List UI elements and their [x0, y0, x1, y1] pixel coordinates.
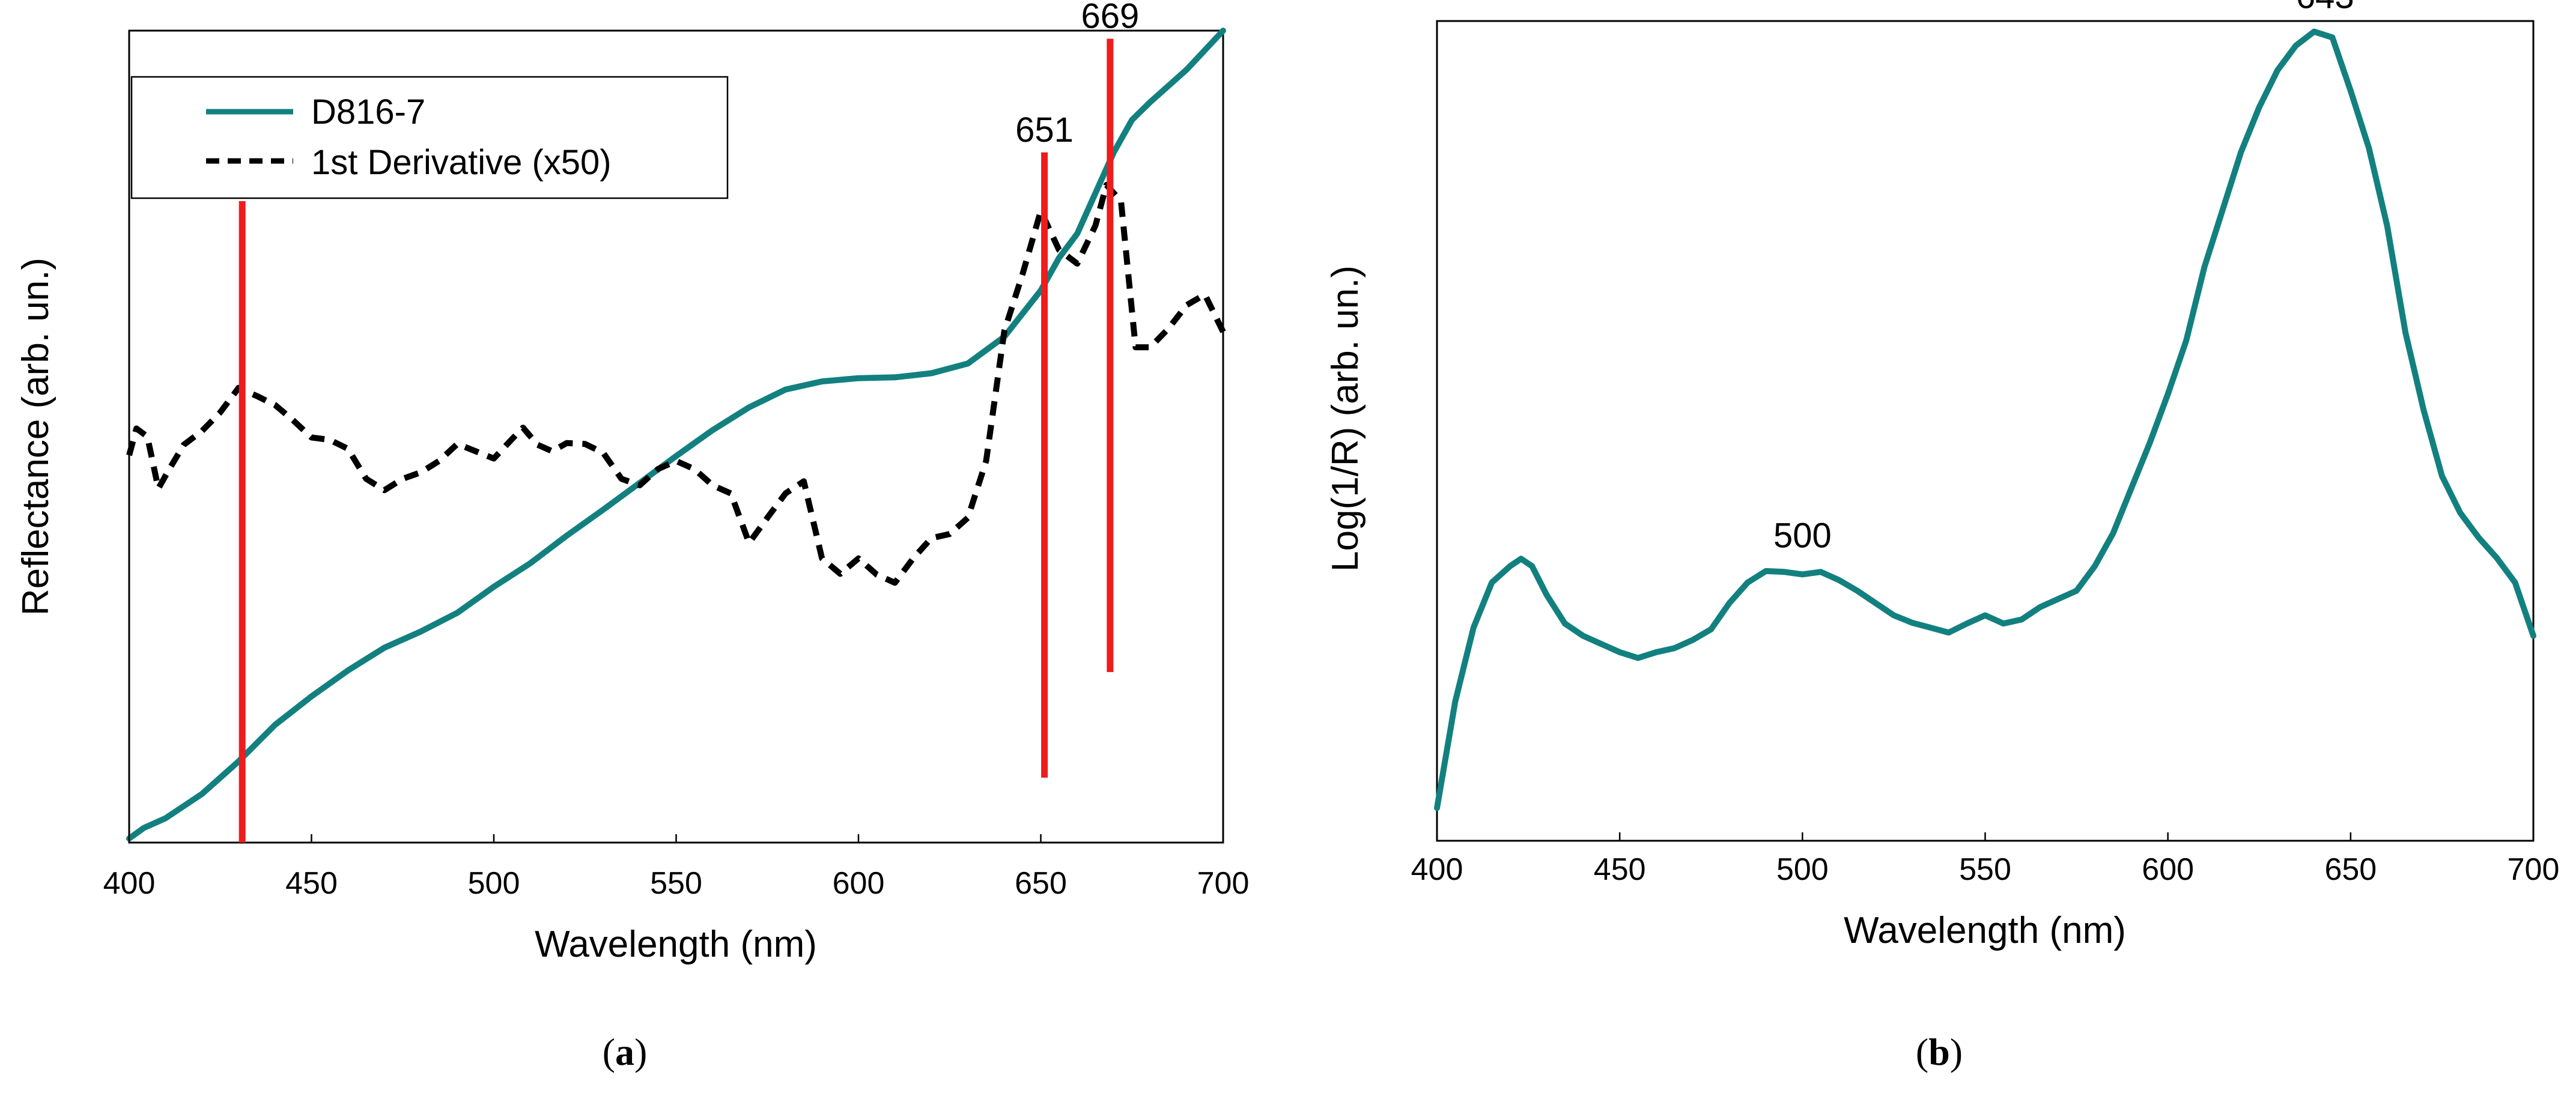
y-axis-label-a: Reflectance (arb. un.): [15, 258, 56, 616]
x-tick-label-b-600: 600: [2142, 852, 2194, 887]
peak-label-500: 500: [1773, 516, 1832, 555]
panel-label-b: (b): [1916, 1031, 1963, 1073]
panel-letter-b: b: [1928, 1031, 1950, 1073]
x-tick-label-b-650: 650: [2324, 852, 2377, 887]
x-tick-label-b-550: 550: [1959, 852, 2011, 887]
series-group-b: [1434, 28, 2536, 811]
x-axis-label-a: Wavelength (nm): [535, 924, 817, 965]
panel-label-a: (a): [603, 1031, 648, 1073]
x-axis-label-b: Wavelength (nm): [1844, 910, 2126, 951]
y-axis-label-b: Log(1/R) (arb. un.): [1325, 265, 1366, 572]
series-line-a-0: [126, 28, 1226, 842]
x-tick-label-a-600: 600: [833, 866, 885, 901]
x-tick-label-a-550: 550: [650, 866, 702, 901]
x-tick-label-b-500: 500: [1776, 852, 1829, 887]
x-axis-b: 400 450 500 550 600 650 700: [1411, 832, 2560, 887]
legend-label-d816-7: D816-7: [311, 92, 425, 132]
x-axis-a: 400 450 500 550 600 650 700: [103, 834, 1250, 901]
annotation-group-b: 500 643: [1773, 0, 2354, 555]
legend-box-a: [130, 76, 729, 199]
x-tick-label-b-400: 400: [1411, 852, 1463, 887]
panel-letter-a: a: [615, 1031, 634, 1073]
marker-label-651: 651: [1015, 111, 1074, 150]
series-line-b-0: [1434, 28, 2536, 811]
x-tick-label-a-650: 650: [1015, 866, 1067, 901]
x-tick-label-b-450: 450: [1594, 852, 1646, 887]
series-line-a-1: [126, 181, 1226, 586]
x-tick-label-a-500: 500: [468, 866, 520, 901]
marker-label-669: 669: [1081, 0, 1139, 36]
legend-label-1st-derivative: 1st Derivative (x50): [311, 143, 612, 182]
x-tick-label-a-450: 450: [285, 866, 338, 901]
legend-a: D816-7 1st Derivative (x50): [130, 76, 729, 199]
x-tick-label-b-700: 700: [2508, 852, 2560, 887]
peak-label-643: 643: [2296, 0, 2354, 16]
x-tick-label-a-400: 400: [103, 866, 156, 901]
x-tick-label-a-700: 700: [1197, 866, 1250, 901]
panel-b: 500 643 400 450 500 550 600 650 700 Wavelength …: [1325, 0, 2559, 1073]
